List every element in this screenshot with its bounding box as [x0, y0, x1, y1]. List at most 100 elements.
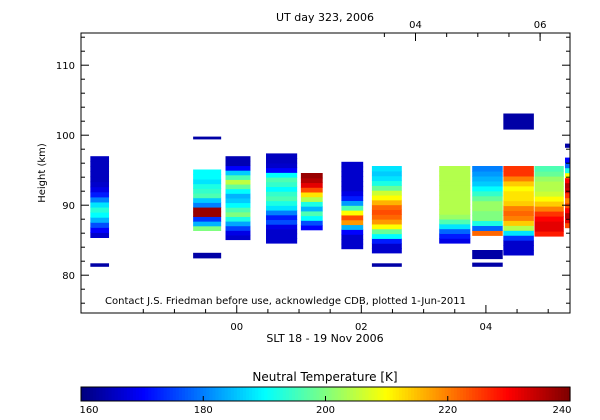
data-column — [341, 161, 364, 250]
plot-frame — [80, 32, 571, 314]
data-column — [439, 166, 471, 244]
top-tick-label: 04 — [409, 20, 422, 31]
heatmap-cell — [90, 196, 110, 203]
heatmap-cell — [266, 205, 298, 211]
heatmap-cell — [439, 190, 471, 196]
heatmap-cell — [266, 172, 298, 178]
heatmap-cell — [371, 194, 402, 201]
colorbar-segment — [267, 387, 272, 401]
heatmap-cell — [193, 202, 222, 208]
colorbar-segment — [478, 387, 482, 401]
heatmap-cell — [300, 191, 323, 198]
heatmap-cell — [90, 217, 110, 223]
heatmap-cell — [503, 240, 534, 246]
heatmap-cell — [439, 218, 471, 225]
colorbar-segment — [166, 387, 171, 401]
heatmap-cell — [341, 238, 364, 245]
heatmap-cell — [266, 214, 298, 221]
heatmap-cell — [439, 209, 471, 215]
heatmap-cell — [534, 201, 564, 207]
heatmap-cell — [565, 177, 570, 184]
heatmap-cell — [371, 170, 402, 177]
colorbar-segment — [508, 387, 513, 401]
heatmap-cell — [371, 190, 402, 196]
colorbar-segment — [157, 387, 162, 401]
heatmap-cell — [90, 222, 110, 228]
heatmap-cell — [503, 205, 534, 212]
heatmap-cell — [341, 176, 364, 182]
data-column — [472, 166, 503, 267]
heatmap-cell — [300, 196, 323, 202]
colorbar-segment — [87, 387, 91, 401]
heatmap-cell — [266, 233, 298, 239]
colorbar-segment — [148, 387, 152, 401]
colorbar-segment — [450, 387, 455, 401]
colorbar-segment — [114, 387, 119, 401]
heatmap-cell — [341, 161, 364, 168]
heatmap-cell — [266, 181, 298, 188]
colorbar-segment — [368, 387, 372, 401]
heatmap-cell — [225, 225, 251, 231]
colorbar-segment — [304, 387, 308, 401]
heatmap-cell — [565, 187, 570, 194]
x-tick-label: 00 — [230, 322, 243, 333]
heatmap-cell — [503, 200, 534, 207]
colorbar-segment — [563, 387, 568, 401]
heatmap-cell — [225, 188, 251, 194]
heatmap-cell — [90, 227, 110, 233]
colorbar-segment — [542, 387, 547, 401]
heatmap-cell — [225, 202, 251, 208]
colorbar-tick-label: 240 — [552, 405, 571, 416]
colorbar-segment — [102, 387, 107, 401]
heatmap-cell — [565, 192, 570, 199]
colorbar-segment — [200, 387, 204, 401]
heatmap-cell — [503, 249, 534, 256]
data-column — [371, 166, 402, 267]
colorbar-segment — [142, 387, 146, 401]
colorbar-segment — [496, 387, 501, 401]
colorbar-segment — [475, 387, 479, 401]
colorbar-segment — [472, 387, 476, 401]
colorbar-segment — [463, 387, 467, 401]
heatmap-cell — [371, 233, 402, 239]
heatmap-cell — [472, 205, 503, 212]
colorbar-segment — [139, 387, 143, 401]
colorbar-segment — [136, 387, 140, 401]
heatmap-cell-extra — [503, 113, 534, 130]
colorbar-segment — [557, 387, 562, 401]
heatmap-cell — [371, 185, 402, 191]
heatmap-cell-extra — [371, 263, 402, 267]
heatmap-cell — [534, 206, 564, 212]
heatmap-cell — [300, 224, 323, 231]
colorbar-segment — [215, 387, 220, 401]
heatmap-cell — [472, 230, 503, 236]
colorbar-segment — [209, 387, 214, 401]
heatmap-cell — [193, 221, 222, 227]
heatmap-cell — [266, 224, 298, 230]
heatmap-cell — [503, 175, 534, 182]
colorbar-segment — [377, 387, 382, 401]
heatmap-cell — [193, 197, 222, 203]
colorbar-segment — [258, 387, 262, 401]
heatmap-cell — [341, 190, 364, 197]
colorbar-segment — [273, 387, 278, 401]
heatmap-cell — [534, 211, 564, 217]
heatmap-cell — [503, 180, 534, 187]
colorbar-segment — [291, 387, 296, 401]
heatmap-cell — [503, 185, 534, 192]
colorbar-tick-label: 180 — [194, 405, 213, 416]
heatmap-cell — [472, 170, 503, 177]
colorbar-segment — [337, 387, 342, 401]
colorbar-segment — [429, 387, 434, 401]
heatmap-cell — [503, 225, 534, 231]
colorbar-segment — [545, 387, 550, 401]
data-column — [266, 153, 298, 244]
heatmap-cell — [266, 191, 298, 197]
colorbar-segment — [521, 387, 525, 401]
colorbar-segment — [371, 387, 375, 401]
colorbar-segment — [343, 387, 348, 401]
colorbar-segment — [105, 387, 110, 401]
heatmap-cell — [90, 186, 110, 193]
heatmap-cell — [225, 211, 251, 217]
